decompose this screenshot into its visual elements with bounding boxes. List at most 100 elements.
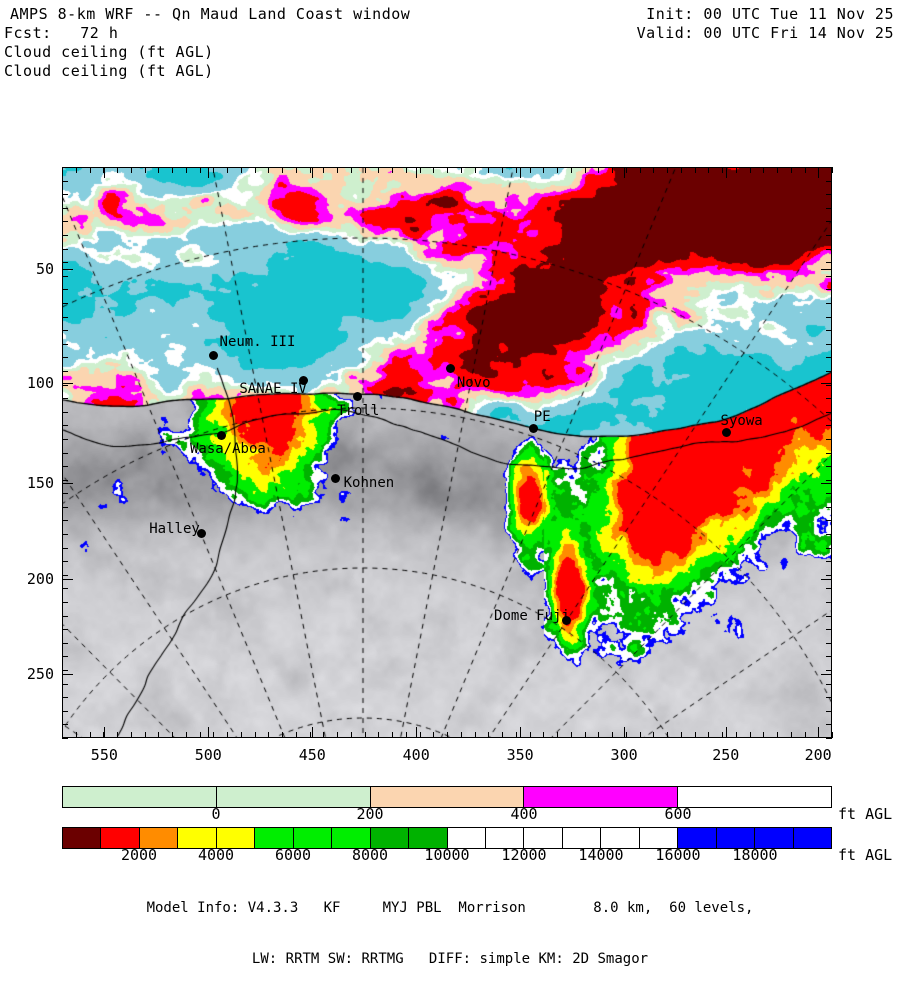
axis-tick [416, 727, 418, 738]
colorbar-cell [293, 828, 333, 848]
axis-tick [62, 343, 68, 345]
axis-tick [309, 167, 311, 173]
colorbar-high-ceiling[interactable] [62, 827, 832, 849]
forecast-map[interactable]: Neum. III SANAE IV Troll Wasa/Aboa Novo PE Syo… [62, 167, 832, 738]
axis-tick [419, 167, 421, 173]
axis-tick [826, 629, 832, 631]
colorbar-cell [716, 828, 756, 848]
station-label: Troll [337, 402, 380, 419]
axis-tick [832, 732, 833, 738]
axis-tick [557, 167, 558, 173]
axis-tick [89, 732, 91, 738]
colorbar-cell [332, 828, 371, 848]
axis-tick [826, 738, 832, 739]
axis-tick [488, 167, 490, 173]
axis-tick [62, 425, 68, 427]
axis-tick [254, 167, 256, 173]
station-marker[interactable] [196, 528, 206, 538]
axis-tick [667, 732, 668, 738]
station-marker[interactable] [446, 364, 456, 374]
axis-tick [826, 615, 832, 617]
axis-tick [117, 167, 118, 173]
axis-tick [557, 732, 558, 738]
axis-tick [625, 732, 627, 738]
colorbar-tick-label: 200 [356, 805, 384, 823]
axis-tick [62, 724, 68, 726]
x-axis-tick-label: 500 [194, 746, 222, 764]
axis-tick [364, 732, 366, 738]
axis-tick [62, 697, 68, 699]
axis-tick [722, 732, 723, 738]
station-marker[interactable] [217, 430, 227, 440]
model-info-line-2: LW: RRTM SW: RRTMG DIFF: simple KM: 2D S… [251, 951, 649, 967]
axis-tick [653, 167, 655, 173]
axis-tick [826, 370, 832, 372]
colorbar-low-ceiling[interactable] [62, 786, 832, 808]
colorbar-tick-label: 18000 [732, 846, 778, 864]
colorbar-tick-label: 4000 [197, 846, 235, 864]
station-marker[interactable] [352, 392, 362, 402]
colorbar-cell [755, 828, 794, 848]
axis-tick [763, 732, 765, 738]
station-marker-layer: Neum. III SANAE IV Troll Wasa/Aboa Novo PE Syo… [63, 168, 831, 737]
axis-tick [213, 167, 215, 173]
axis-tick [227, 732, 228, 738]
axis-tick [826, 602, 832, 604]
station-marker[interactable] [561, 615, 571, 625]
axis-tick [62, 534, 68, 536]
axis-tick [103, 167, 105, 173]
axis-tick [62, 674, 73, 676]
axis-tick [62, 302, 68, 304]
axis-tick [821, 382, 832, 384]
colorbar-low-unit-label: ft AGL [838, 805, 893, 823]
station-marker[interactable] [298, 376, 308, 386]
colorbar-tick-label: 6000 [274, 846, 312, 864]
station-marker[interactable] [529, 424, 539, 434]
axis-tick [89, 167, 91, 173]
axis-tick [447, 167, 448, 173]
axis-tick [62, 370, 68, 372]
axis-tick [749, 167, 751, 173]
colorbar-cell [139, 828, 179, 848]
axis-tick [804, 732, 806, 738]
station-marker[interactable] [331, 474, 341, 484]
colorbar-cell [409, 828, 448, 848]
axis-tick [62, 574, 68, 576]
axis-tick [405, 167, 407, 173]
axis-tick [584, 167, 586, 173]
axis-tick [570, 167, 572, 173]
x-axis-tick-label: 400 [402, 746, 430, 764]
axis-tick [62, 167, 68, 168]
axis-tick [62, 670, 68, 672]
axis-tick [826, 534, 832, 536]
axis-tick [405, 732, 407, 738]
axis-tick [598, 732, 600, 738]
axis-tick [62, 180, 68, 182]
cloud-ceiling-raster [63, 168, 831, 737]
station-label: Syowa [720, 412, 763, 429]
colorbar-cell [255, 828, 294, 848]
axis-tick [158, 167, 160, 173]
station-marker[interactable] [209, 351, 219, 361]
axis-tick [62, 683, 68, 685]
axis-tick [130, 732, 132, 738]
axis-tick [570, 732, 572, 738]
model-info-block: Model Info: V4.3.3 KF MYJ PBL Morrison 8… [0, 866, 900, 985]
axis-tick [821, 268, 832, 270]
colorbar-cell [793, 828, 832, 848]
station-marker[interactable] [722, 428, 732, 438]
axis-tick [172, 167, 173, 173]
axis-tick [378, 167, 380, 173]
axis-tick [62, 656, 68, 658]
axis-tick [826, 493, 832, 495]
axis-tick [826, 167, 832, 168]
axis-tick [832, 167, 833, 173]
colorbar-cell [601, 828, 640, 848]
axis-tick [364, 167, 366, 173]
y-axis-tick-label: 250 [26, 665, 54, 684]
axis-tick [474, 167, 476, 173]
axis-tick [826, 248, 832, 250]
axis-tick [826, 438, 832, 440]
axis-tick [282, 167, 283, 173]
axis-tick [309, 732, 311, 738]
